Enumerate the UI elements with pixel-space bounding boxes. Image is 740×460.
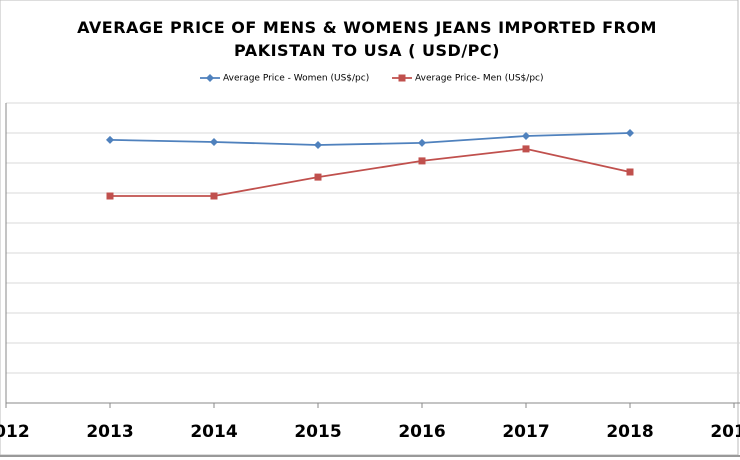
x-tick-label: 2019	[710, 422, 740, 442]
x-tick-label: 2017	[502, 422, 549, 442]
data-point	[418, 138, 426, 147]
data-point	[106, 135, 114, 144]
chart-title: PAKISTAN TO USA ( USD/PC)	[234, 41, 500, 60]
data-point	[314, 173, 322, 181]
data-point	[626, 129, 634, 137]
legend-marker	[398, 74, 406, 82]
legend-label: Average Price- Men (US$/pc)	[415, 74, 544, 84]
legend-label: Average Price - Women (US$/pc)	[223, 74, 369, 84]
data-point	[210, 138, 218, 146]
data-point	[314, 141, 322, 149]
x-tick-label: 2018	[606, 422, 653, 442]
x-tick-label: 2013	[86, 422, 133, 442]
legend-marker	[206, 74, 214, 82]
data-point	[210, 192, 218, 200]
x-tick-label: 2012	[0, 422, 30, 442]
chart-title: AVERAGE PRICE OF MENS & WOMENS JEANS IMP…	[77, 18, 657, 37]
data-point	[418, 157, 426, 165]
data-point	[106, 192, 114, 200]
x-tick-label: 2015	[294, 422, 341, 442]
data-point	[626, 168, 634, 176]
data-point	[522, 132, 530, 140]
x-tick-label: 2014	[190, 422, 237, 442]
series-line	[109, 132, 631, 146]
series-line	[110, 147, 631, 197]
data-point	[522, 145, 530, 153]
x-tick-label: 2016	[398, 422, 445, 442]
